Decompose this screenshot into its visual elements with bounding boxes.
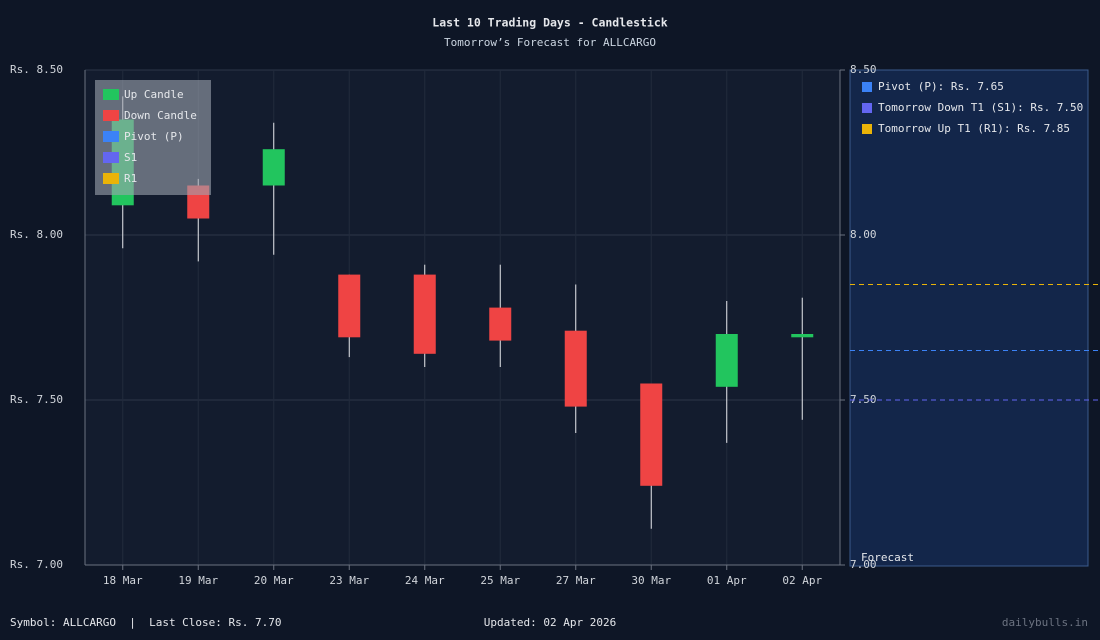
- level-legend-swatch: [862, 103, 872, 113]
- y-tick-label: Rs. 8.50: [10, 63, 63, 76]
- candle-body: [338, 274, 361, 338]
- forecast-panel: [849, 69, 1089, 567]
- chart-title: Last 10 Trading Days - Candlestick: [432, 16, 667, 30]
- x-tick-label: 24 Mar: [405, 574, 445, 587]
- legend-label: S1: [124, 151, 137, 164]
- x-tick-label: 19 Mar: [178, 574, 218, 587]
- x-tick-label: 25 Mar: [480, 574, 520, 587]
- candle-body: [489, 307, 512, 341]
- legend-label: R1: [124, 172, 137, 185]
- x-tick-label: 20 Mar: [254, 574, 294, 587]
- level-legend-label: Pivot (P): Rs. 7.65: [878, 80, 1004, 93]
- x-tick-label: 30 Mar: [631, 574, 671, 587]
- legend-swatch: [103, 110, 119, 121]
- candle-body: [262, 149, 285, 186]
- x-tick-label: 02 Apr: [782, 574, 822, 587]
- level-legend-label: Tomorrow Down T1 (S1): Rs. 7.50: [878, 101, 1083, 114]
- candle-body: [640, 383, 663, 486]
- candle-body: [791, 334, 814, 338]
- footer-brand: dailybulls.in: [1002, 616, 1088, 629]
- legend: Up Candle Down Candle Pivot (P) S1 R1: [95, 80, 211, 195]
- legend-label: Pivot (P): [124, 130, 184, 143]
- legend-swatch: [103, 173, 119, 184]
- legend-swatch: [103, 152, 119, 163]
- level-legend-swatch: [862, 124, 872, 134]
- candle-body: [413, 274, 436, 354]
- chart-subtitle: Tomorrow’s Forecast for ALLCARGO: [444, 36, 656, 49]
- level-legend-label: Tomorrow Up T1 (R1): Rs. 7.85: [878, 122, 1070, 135]
- legend-swatch: [103, 131, 119, 142]
- candle-body: [564, 330, 587, 407]
- y-tick-label: Rs. 7.50: [10, 393, 63, 406]
- candle-body: [715, 334, 738, 387]
- x-tick-label: 01 Apr: [707, 574, 747, 587]
- footer-updated: Updated: 02 Apr 2026: [484, 616, 616, 629]
- y-tick-label: Rs. 8.00: [10, 228, 63, 241]
- x-tick-label: 27 Mar: [556, 574, 596, 587]
- y2-tick-label: 8.50: [850, 63, 877, 76]
- footer-symbol: Symbol: ALLCARGO | Last Close: Rs. 7.70: [10, 616, 282, 629]
- legend-label: Up Candle: [124, 88, 184, 101]
- x-tick-label: 23 Mar: [329, 574, 369, 587]
- level-legend-swatch: [862, 82, 872, 92]
- legend-swatch: [103, 89, 119, 100]
- y2-tick-label: 8.00: [850, 228, 877, 241]
- x-tick-label: 18 Mar: [103, 574, 143, 587]
- y2-tick-label: 7.00: [850, 558, 877, 571]
- forecast-label: Forecast: [861, 551, 914, 564]
- y-tick-label: Rs. 7.00: [10, 558, 63, 571]
- legend-label: Down Candle: [124, 109, 197, 122]
